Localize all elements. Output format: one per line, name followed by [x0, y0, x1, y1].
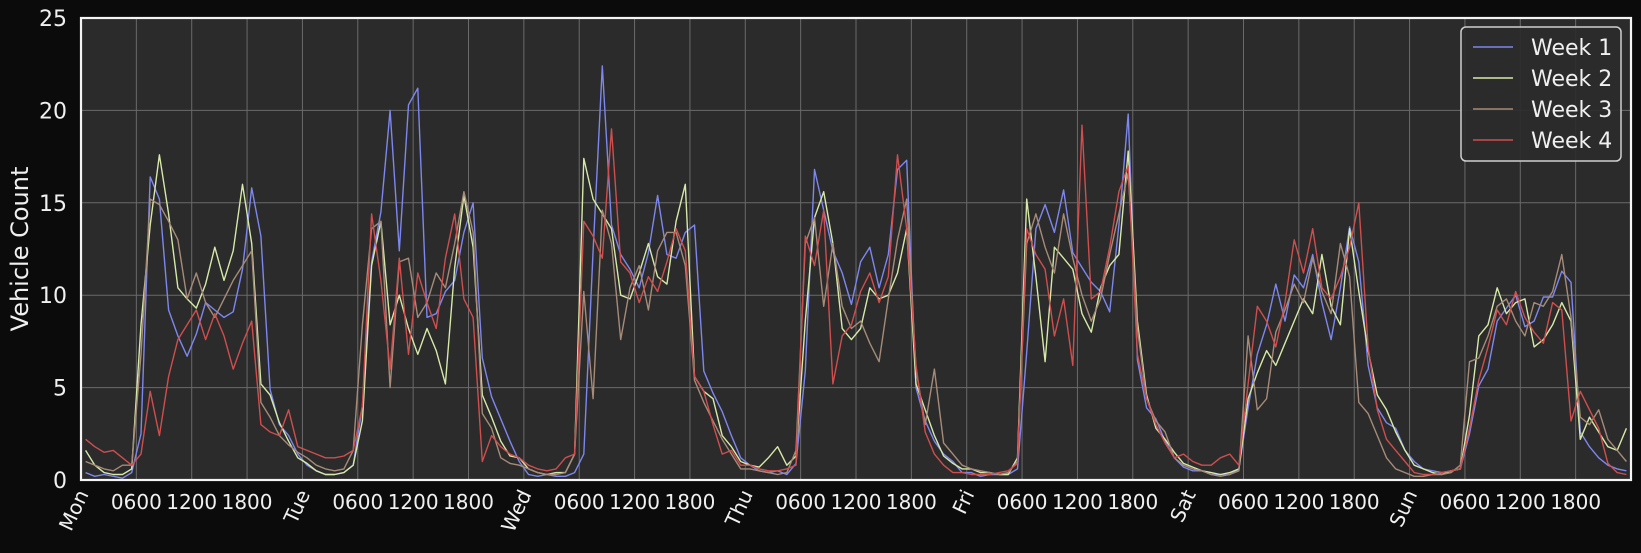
y-tick-label: 10 [39, 284, 67, 309]
x-tick-hour-label: 1800 [443, 490, 494, 514]
legend: Week 1 Week 2 Week 3 Week 4 [1460, 26, 1622, 162]
x-tick-hour-label: 1200 [609, 490, 660, 514]
plot-frame [79, 16, 1633, 482]
legend-label: Week 2 [1531, 67, 1612, 92]
x-tick-hour-label: 1200 [388, 490, 439, 514]
x-tick-hour-label: 1200 [1052, 490, 1103, 514]
x-tick-hour-label: 0600 [554, 490, 605, 514]
y-tick-label: 20 [39, 99, 67, 124]
legend-label: Week 1 [1531, 36, 1612, 61]
x-tick-hour-label: 1800 [1329, 490, 1380, 514]
y-axis-label: Vehicle Count [6, 167, 34, 332]
x-tick-hour-label: 1200 [831, 490, 882, 514]
x-tick-hour-label: 1800 [1550, 490, 1601, 514]
y-tick-label: 0 [53, 469, 67, 494]
x-tick-hour-label: 0600 [332, 490, 383, 514]
x-tick-hour-label: 1200 [1495, 490, 1546, 514]
x-tick-hour-label: 1800 [886, 490, 937, 514]
legend-box [1460, 26, 1622, 162]
y-axis-ticks: 0 5 10 15 20 25 [39, 7, 67, 494]
series-line-week-3 [85, 172, 1627, 477]
legend-label: Week 3 [1531, 98, 1612, 123]
x-tick-hour-label: 1800 [222, 490, 273, 514]
legend-label: Week 4 [1531, 129, 1612, 154]
x-tick-hour-label: 1200 [1273, 490, 1324, 514]
x-tick-hour-label: 0600 [1439, 490, 1490, 514]
x-tick-hour-label: 0600 [997, 490, 1048, 514]
series-line-week-4 [85, 124, 1627, 476]
series-lines [85, 65, 1628, 479]
x-tick-hour-label: 1800 [664, 490, 715, 514]
x-tick-hour-label: 0600 [775, 490, 826, 514]
x-tick-hour-label: 1200 [166, 490, 217, 514]
x-tick-hour-label: 0600 [1218, 490, 1269, 514]
y-tick-label: 25 [39, 7, 67, 32]
x-tick-hour-label: 1800 [1107, 490, 1158, 514]
y-tick-label: 15 [39, 192, 67, 217]
y-tick-label: 5 [53, 377, 67, 402]
x-tick-hour-label: 0600 [111, 490, 162, 514]
